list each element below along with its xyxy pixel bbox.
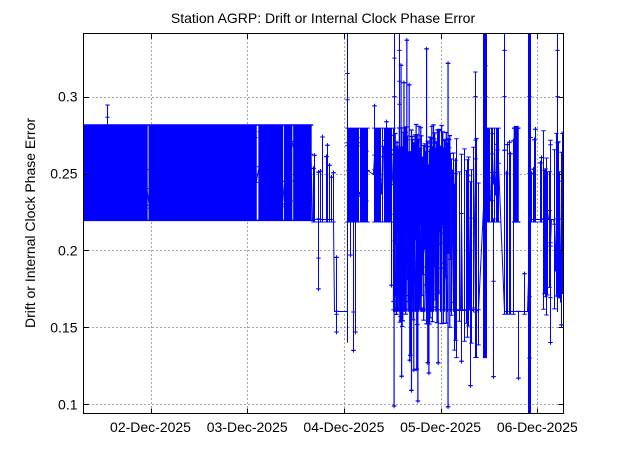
x-tick-label: 06-Dec-2025 xyxy=(497,419,578,435)
grid-lines xyxy=(84,34,563,413)
error-bars xyxy=(391,39,521,408)
chart-title: Station AGRP: Drift or Internal Clock Ph… xyxy=(170,10,476,26)
x-tick-label: 03-Dec-2025 xyxy=(207,419,288,435)
y-tick-label: 0.2 xyxy=(58,242,78,258)
y-tick-label: 0.1 xyxy=(58,396,78,412)
tick-labels: 02-Dec-2025 03-Dec-2025 04-Dec-2025 05-Dec-… xyxy=(50,89,578,435)
plus-markers xyxy=(83,38,564,409)
axes-box xyxy=(83,33,564,414)
error-bars xyxy=(83,124,314,222)
y-tick-label: 0.15 xyxy=(50,319,77,335)
y-tick-label: 0.3 xyxy=(58,89,78,105)
x-tick-label: 05-Dec-2025 xyxy=(400,419,481,435)
errorbar-series xyxy=(83,33,564,414)
x-tick-label: 04-Dec-2025 xyxy=(303,419,384,435)
x-tick-label: 02-Dec-2025 xyxy=(110,419,191,435)
y-tick-label: 0.25 xyxy=(50,166,77,182)
